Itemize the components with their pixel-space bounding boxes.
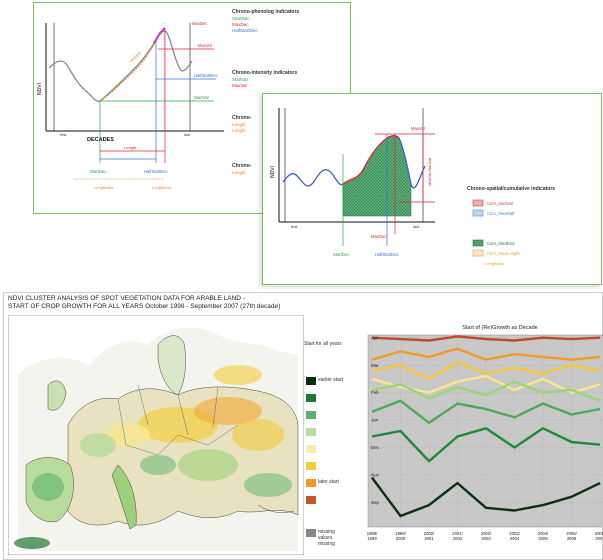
y-axis-label: NDVI — [37, 83, 43, 95]
chart-series-line-6 — [371, 427, 601, 463]
legend-swatch — [306, 496, 316, 504]
growth-segment — [99, 27, 166, 102]
legend-swatch — [306, 411, 316, 419]
legend-label: later start — [318, 479, 339, 485]
legend-swatch — [306, 445, 316, 453]
indicator-item: MaxVal — [232, 83, 247, 88]
halfstart-label: HalfStartDec — [375, 252, 399, 257]
legend-label: Cum_StartLength — [487, 251, 520, 256]
y-axis-label: NDVI — [270, 166, 276, 178]
chart-title: Start of (Re)Growth as Decade — [462, 325, 538, 331]
legend-swatch — [472, 249, 484, 257]
ndvi-curve-right — [398, 137, 426, 189]
chart-x-tick: 1998/1999 — [367, 531, 378, 541]
startdec-label: StartDec — [333, 252, 349, 257]
chart-x-tick: 2006/2007 — [595, 531, 603, 541]
legend-label: Cum_StartEnd — [487, 241, 515, 246]
legend-label: Cum_StartVal — [487, 201, 513, 206]
indicator-item: Length — [232, 128, 246, 133]
chart-y-tick: Jan — [371, 418, 379, 423]
length-label-c: LengthAbs — [94, 185, 113, 190]
chart-y-tick: Nov — [371, 472, 380, 477]
maxdec-label: MaxDec — [371, 234, 386, 239]
indicator-group-title-1: Chrono-phenolog indicators — [232, 9, 300, 15]
indicator-item: Length — [232, 122, 246, 127]
indicator-item: HalfStartDec — [232, 28, 258, 33]
ndvi-cluster-analysis-panel: NDVI CLUSTER ANALYSIS OF SPOT VEGETATION… — [3, 292, 603, 560]
europe-map — [8, 315, 304, 555]
indicator-item: MaxDec — [232, 22, 249, 27]
chart-x-tick: 2001/2002 — [452, 531, 463, 541]
legend-swatch — [472, 209, 484, 217]
ndvi-curve-left — [282, 169, 344, 187]
map-title-line-1: NDVI CLUSTER ANALYSIS OF SPOT VEGETATION… — [8, 295, 245, 302]
cumulative-diagram: NDVI first last MaxVal MaxVal-StartVal M… — [270, 108, 555, 266]
legend-label-nodata: missing values missing — [318, 529, 335, 547]
maxdec-label: MaxDec — [192, 21, 207, 26]
map-title: NDVI CLUSTER ANALYSIS OF SPOT VEGETATION… — [8, 295, 280, 311]
regrowth-chart: Start of (Re)Growth as Decade Sep Nov Dec J… — [367, 325, 603, 541]
indicator-item: StartVal — [232, 77, 248, 82]
legend-swatch — [306, 479, 316, 487]
chart-series-line-0 — [371, 335, 601, 342]
halfstart-label: HalfStartDec — [194, 73, 218, 78]
maxval-label: MaxVal — [198, 43, 212, 48]
range-label: MaxVal-StartVal — [427, 158, 432, 186]
maxval-label: MaxVal — [411, 126, 425, 131]
indicator-item: StartDec — [232, 16, 250, 21]
legend-swatch — [306, 462, 316, 470]
legend-swatch — [472, 199, 484, 207]
chart-x-tick: 2004/2005 — [538, 531, 549, 541]
chart-y-tick: Sep — [371, 500, 380, 505]
first-tick: first — [291, 224, 298, 229]
indicator-group-title-2: Chrono-intensity indicators — [232, 70, 298, 76]
map-legend-heading: Start for all years — [304, 341, 342, 347]
chart-y-tick: Mar — [371, 363, 379, 368]
chart-x-tick: 2005/2006 — [566, 531, 577, 541]
indicator-item: Length — [232, 170, 246, 175]
length-label-d: LengthEnd — [152, 185, 171, 190]
chart-x-tick: 2002/2003 — [481, 531, 492, 541]
legend-swatch — [306, 377, 316, 385]
ndvi-curve-peak — [342, 135, 400, 185]
x-axis-label: DECADES — [87, 137, 114, 143]
halfstart-bottom-label: HalfStartDec — [144, 169, 168, 174]
legend-swatch — [306, 394, 316, 402]
indicator-group-title-4: Chrono- — [232, 163, 252, 169]
legend-swatch — [306, 428, 316, 436]
legend-label: earlier start — [318, 377, 344, 383]
legend-swatch — [472, 239, 484, 247]
legend-extra: LengthAbs — [485, 261, 504, 266]
first-tick: first — [60, 132, 67, 137]
legend-title: Chrono-spatial/cumulative indicators — [467, 186, 555, 192]
last-tick: last — [413, 224, 420, 229]
legend-label: Cum_StartHalf — [487, 211, 515, 216]
legend-swatch-nodata — [306, 529, 316, 537]
chart-series-line-4 — [371, 380, 601, 402]
chart-y-tick: Apr — [371, 335, 379, 340]
chart-series-line-1 — [371, 347, 601, 361]
phenology-diagram: NDVI DECADES first last MaxVal MaxDec Ha… — [37, 21, 224, 190]
last-tick: last — [184, 132, 191, 137]
ndvi-curve — [48, 30, 193, 102]
chart-x-tick: 2003/2004 — [509, 531, 520, 541]
chart-series-line-7 — [371, 476, 601, 518]
startval-label: StartVal — [194, 95, 209, 100]
chart-y-tick: Dec — [371, 445, 380, 450]
indicator-group-title-3: Chrono- — [232, 115, 252, 121]
chart-x-tick: 2000/2001 — [424, 531, 435, 541]
chart-series-line-5 — [371, 399, 601, 425]
chart-y-tick: Feb — [371, 390, 379, 395]
length-label-a: Length — [124, 145, 136, 150]
chart-series-line-2 — [371, 361, 601, 381]
peak-segment — [153, 27, 166, 44]
startdec-bottom-label: StartDec — [90, 169, 106, 174]
chart-x-tick: 1999/2000 — [395, 531, 406, 541]
cumulative-indicators-panel: NDVI first last MaxVal MaxVal-StartVal M… — [262, 93, 602, 285]
map-title-line-2: START OF CROP GROWTH FOR ALL YEARS Octob… — [8, 303, 281, 310]
